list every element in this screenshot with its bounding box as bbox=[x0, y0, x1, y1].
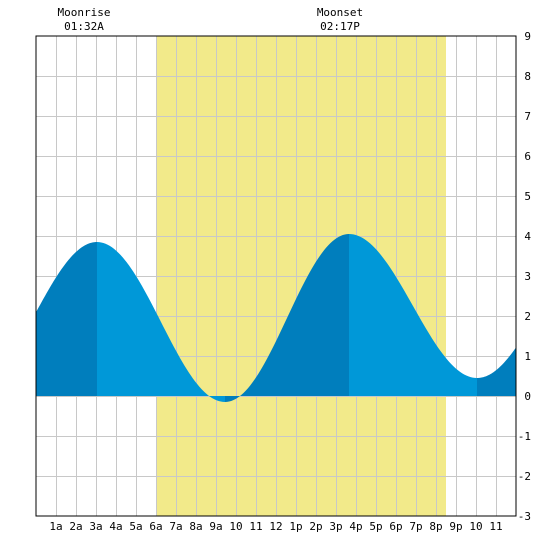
x-tick-label: 8p bbox=[429, 520, 442, 533]
moonset-time: 02:17P bbox=[320, 20, 360, 33]
x-tick-label: 9p bbox=[449, 520, 462, 533]
x-tick-label: 3a bbox=[89, 520, 102, 533]
x-tick-label: 11 bbox=[249, 520, 262, 533]
y-tick-label: 0 bbox=[524, 390, 531, 403]
plot-frame bbox=[35, 35, 517, 517]
y-tick-label: 8 bbox=[524, 70, 531, 83]
x-tick-label: 10 bbox=[229, 520, 242, 533]
x-tick-label: 5p bbox=[369, 520, 382, 533]
x-tick-label: 5a bbox=[129, 520, 142, 533]
rising-tide-area bbox=[36, 242, 97, 396]
y-tick-label: 4 bbox=[524, 230, 531, 243]
y-tick-label: -2 bbox=[518, 470, 531, 483]
falling-tide-area bbox=[97, 242, 225, 402]
y-tick-label: -1 bbox=[518, 430, 531, 443]
x-tick-label: 6p bbox=[389, 520, 402, 533]
x-tick-label: 11 bbox=[489, 520, 502, 533]
moonrise-label: Moonrise bbox=[58, 6, 111, 19]
x-tick-label: 2a bbox=[69, 520, 82, 533]
x-tick-label: 7a bbox=[169, 520, 182, 533]
x-tick-label: 10 bbox=[469, 520, 482, 533]
falling-tide-area bbox=[349, 234, 477, 396]
x-tick-label: 9a bbox=[209, 520, 222, 533]
y-tick-label: -3 bbox=[518, 510, 531, 523]
x-axis-tick-labels: 1a 2a 3a 4a 5a 6a 7a 8a 9a 10 11 12 1p 2p 3p 4p 5p 6p 7p 8p… bbox=[49, 520, 502, 533]
x-tick-label: 4p bbox=[349, 520, 362, 533]
rising-tide-area bbox=[477, 347, 516, 396]
x-tick-label: 1p bbox=[289, 520, 302, 533]
x-tick-label: 12 bbox=[269, 520, 282, 533]
grid-lines bbox=[36, 36, 516, 516]
y-tick-label: 1 bbox=[524, 350, 531, 363]
moonset-label: Moonset bbox=[317, 6, 363, 19]
tide-areas bbox=[36, 234, 516, 402]
y-tick-label: 2 bbox=[524, 310, 531, 323]
x-tick-label: 8a bbox=[189, 520, 202, 533]
x-tick-label: 7p bbox=[409, 520, 422, 533]
x-tick-label: 1a bbox=[49, 520, 62, 533]
y-tick-label: 3 bbox=[524, 270, 531, 283]
moonrise-time: 01:32A bbox=[64, 20, 104, 33]
y-tick-label: 9 bbox=[524, 30, 531, 43]
rising-tide-area bbox=[225, 234, 349, 402]
x-tick-label: 6a bbox=[149, 520, 162, 533]
x-tick-label: 4a bbox=[109, 520, 122, 533]
y-axis-tick-labels: -3 -2 -1 0 1 2 3 4 5 6 7 8 9 bbox=[518, 30, 532, 523]
y-tick-label: 5 bbox=[524, 190, 531, 203]
y-tick-label: 6 bbox=[524, 150, 531, 163]
x-tick-label: 3p bbox=[329, 520, 342, 533]
x-tick-label: 2p bbox=[309, 520, 322, 533]
y-tick-label: 7 bbox=[524, 110, 531, 123]
